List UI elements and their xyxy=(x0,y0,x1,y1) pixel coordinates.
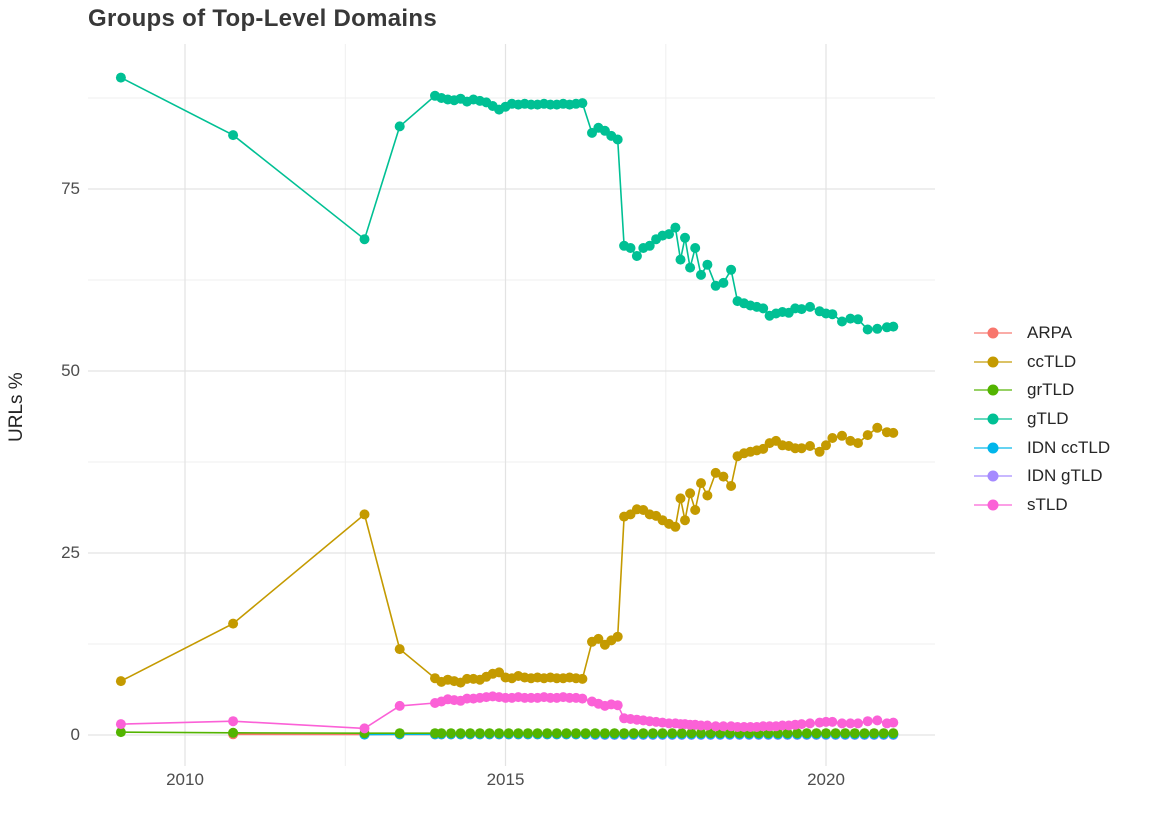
legend-label-gtld: gTLD xyxy=(1027,409,1069,429)
legend-item-idn-cctld: IDN ccTLD xyxy=(972,433,1110,462)
series-points-grtld xyxy=(115,727,899,739)
legend-marker-gtld xyxy=(974,413,1012,425)
legend-item-arpa: ARPA xyxy=(972,319,1110,348)
legend-item-stld: sTLD xyxy=(972,491,1110,520)
legend-label-idn-cctld: IDN ccTLD xyxy=(1027,437,1111,457)
x-tick-label: 2015 xyxy=(486,770,525,789)
y-tick-label: 0 xyxy=(70,725,80,744)
legend-label-cctld: ccTLD xyxy=(1027,351,1077,371)
grid-minor xyxy=(88,44,935,766)
legend-item-grtld: grTLD xyxy=(972,376,1110,405)
legend-label-arpa: ARPA xyxy=(1027,323,1073,343)
legend-label-stld: sTLD xyxy=(1027,494,1068,514)
legend-marker-idn-cctld xyxy=(974,442,1012,454)
y-tick-label: 75 xyxy=(61,179,80,198)
chart-title: Groups of Top-Level Domains xyxy=(88,5,438,32)
y-tick-label: 50 xyxy=(61,361,80,380)
series-line-gtld xyxy=(120,76,894,331)
legend-marker-stld xyxy=(974,499,1012,511)
series-points-gtld xyxy=(115,72,899,335)
legend-marker-grtld xyxy=(974,384,1012,396)
y-tick-label: 25 xyxy=(61,543,80,562)
legend: ARPA ccTLD grTLD gTLD IDN ccTLD IDN gTLD sTLD xyxy=(972,319,1110,519)
series-points-stld xyxy=(115,691,899,734)
legend-marker-arpa xyxy=(974,327,1012,339)
legend-item-cctld: ccTLD xyxy=(972,348,1110,377)
legend-label-grtld: grTLD xyxy=(1027,380,1075,400)
legend-item-gtld: gTLD xyxy=(972,405,1110,434)
legend-marker-cctld xyxy=(974,356,1012,368)
legend-marker-idn-gtld xyxy=(974,470,1012,482)
x-tick-label: 2010 xyxy=(166,770,204,789)
grid-major xyxy=(88,44,935,766)
series-points-cctld xyxy=(115,422,899,688)
legend-item-idn-gtld: IDN gTLD xyxy=(972,462,1110,491)
legend-label-idn-gtld: IDN gTLD xyxy=(1027,466,1103,486)
x-tick-label: 2020 xyxy=(807,770,845,789)
